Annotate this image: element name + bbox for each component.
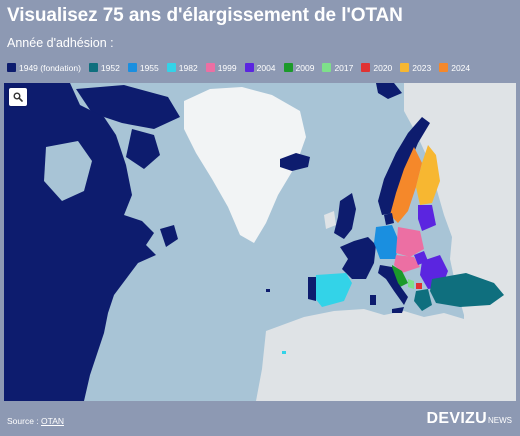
hudson-bay [44, 141, 92, 201]
legend-label: 2020 [373, 62, 393, 73]
country-baltics [418, 205, 436, 231]
source-link[interactable]: OTAN [41, 416, 65, 426]
legend-label: 1982 [178, 62, 198, 73]
country-czech-hungary [394, 255, 420, 273]
map-search-button[interactable] [9, 88, 27, 106]
country-sardinia [370, 295, 376, 305]
map-svg[interactable] [4, 83, 516, 401]
country-baffin-island [126, 129, 160, 169]
country-sweden [390, 147, 422, 223]
legend-item-2017: 2017 [322, 63, 353, 73]
legend-label: 2004 [256, 62, 276, 73]
page-subtitle: Année d'adhésion : [7, 36, 114, 50]
country-denmark [384, 213, 394, 225]
country-greece [414, 289, 432, 311]
country-norway [378, 117, 430, 215]
legend-swatch [166, 63, 176, 72]
legend-label: 1949 (fondation) [19, 62, 81, 73]
country-germany [374, 225, 398, 259]
legend-swatch [127, 63, 137, 72]
country-azores [266, 289, 270, 292]
legend-swatch [439, 63, 449, 72]
legend-item-1982: 1982 [166, 62, 198, 73]
country-canada-islands [76, 85, 180, 129]
country-svalbard [376, 83, 402, 99]
legend: 1949 (fondation) 1952 1955 1982 1999 200… [7, 61, 478, 74]
legend-label: 2023 [412, 62, 432, 73]
country-montenegro [408, 279, 414, 289]
legend-swatch [400, 63, 410, 72]
country-uk [334, 193, 356, 239]
legend-swatch [7, 63, 16, 72]
country-ireland [324, 211, 336, 229]
search-icon [13, 92, 23, 102]
legend-label: 1999 [217, 62, 237, 73]
country-sicily [392, 307, 404, 313]
country-portugal [308, 277, 316, 301]
legend-swatch [244, 63, 254, 72]
legend-label: 2009 [295, 62, 315, 73]
legend-item-2004: 2004 [244, 62, 276, 73]
legend-item-2024: 2024 [439, 63, 470, 73]
legend-item-1949: 1949 (fondation) [7, 63, 81, 73]
country-iceland [280, 153, 310, 171]
legend-label: 1952 [100, 62, 120, 73]
map-panel[interactable] [4, 83, 516, 401]
country-italy [378, 265, 408, 305]
country-newfoundland [160, 225, 178, 247]
country-finland [416, 145, 440, 205]
country-north-macedonia [416, 283, 422, 289]
country-spain [314, 273, 352, 307]
country-poland [396, 227, 424, 257]
legend-label: 1955 [139, 62, 159, 73]
legend-label: 2017 [334, 62, 354, 73]
legend-swatch [88, 63, 98, 72]
page-title: Visualisez 75 ans d'élargissement de l'O… [7, 5, 403, 26]
legend-item-1955: 1955 [127, 62, 159, 73]
legend-item-2023: 2023 [400, 63, 431, 73]
country-canary-islands [282, 351, 286, 354]
country-canada-usa [4, 83, 156, 401]
legend-swatch [205, 63, 215, 72]
legend-label: 2024 [451, 62, 471, 73]
country-turkey [430, 273, 504, 307]
brand-name: DEVIZU [426, 410, 487, 427]
legend-item-1999: 1999 [205, 62, 237, 73]
country-france [340, 237, 376, 279]
greenland [184, 87, 306, 243]
footer-source: Source : OTAN [7, 416, 64, 426]
land-north-africa [256, 309, 464, 401]
brand-logo: DEVIZUNEWS [427, 410, 512, 428]
brand-sub: NEWS [488, 416, 512, 425]
legend-item-2009: 2009 [283, 62, 315, 73]
legend-swatch [322, 63, 332, 72]
legend-swatch [361, 63, 371, 72]
source-prefix: Source : [7, 416, 42, 426]
legend-swatch [283, 63, 293, 72]
legend-item-1952: 1952 [88, 62, 120, 73]
legend-item-2020: 2020 [361, 63, 392, 73]
